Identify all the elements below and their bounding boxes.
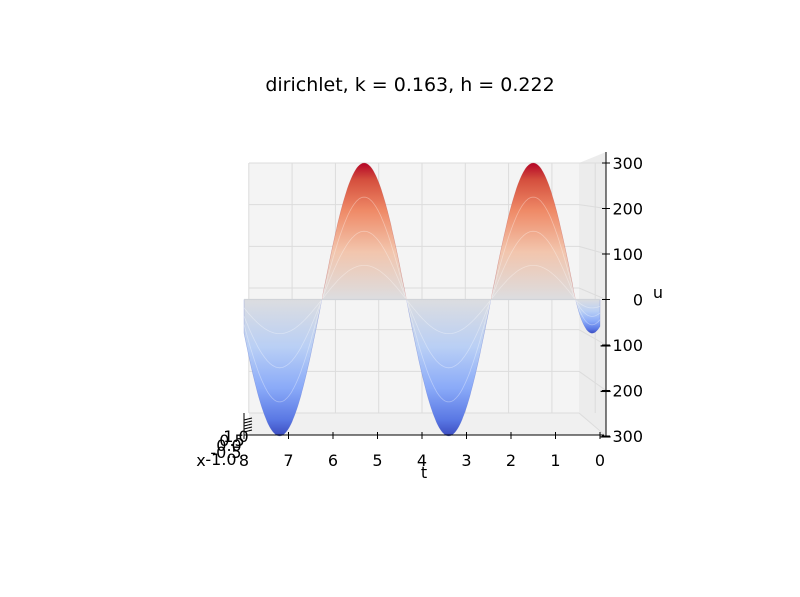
- t-tick-label: 2: [506, 451, 516, 470]
- t-tick-label: 7: [283, 451, 293, 470]
- surface-contour: [406, 301, 491, 403]
- surface-lobe-negative: [575, 299, 601, 334]
- z-tick-label: 0: [633, 291, 643, 310]
- t-tick-label: 6: [328, 451, 338, 470]
- x-tick-mark: [243, 423, 253, 427]
- surface-plot: [243, 162, 601, 437]
- surface-contour: [491, 196, 576, 299]
- surface-contour: [575, 300, 601, 326]
- z-tick-label: 200: [612, 200, 643, 219]
- t-axis-label: t: [421, 463, 427, 482]
- surface-contour: [406, 299, 491, 334]
- grid-line-z-side: [578, 245, 607, 255]
- t-tick-label: 8: [239, 451, 249, 470]
- x-tick-mark: [243, 417, 253, 421]
- surface-contour: [406, 300, 491, 369]
- surface-contour: [321, 230, 407, 299]
- surface-contour: [575, 300, 601, 317]
- t-tick-label: 4: [417, 451, 427, 470]
- surface-lobe-negative: [406, 299, 491, 437]
- x-tick-mark: [243, 426, 253, 430]
- grid-line-z-side: [578, 412, 607, 437]
- axes: 8 7 6 5 4 3 2 1 0 300 200 100 0 −100 −200 −300 -1.0-0.50…: [205, 152, 643, 470]
- x-axis-label: x: [196, 451, 205, 470]
- x-tick-mark: [243, 420, 253, 424]
- z-tick-label: −300: [599, 427, 643, 446]
- t-tick-label: 0: [595, 451, 605, 470]
- z-tick-label: −100: [599, 336, 643, 355]
- surface-lobe-positive: [491, 162, 576, 300]
- t-tick-label: 5: [372, 451, 382, 470]
- surface-contour: [243, 299, 322, 334]
- z-tick-label: 100: [612, 245, 643, 264]
- z-tick-label: −200: [599, 382, 643, 401]
- grid-line-z-side: [578, 287, 607, 300]
- surface-contour: [491, 230, 576, 299]
- x-tick-mark: [243, 429, 253, 433]
- x-tick-label: 0.0: [216, 436, 241, 455]
- surface-contour: [243, 301, 322, 403]
- surface-lobe-positive: [322, 162, 407, 300]
- surface-contour: [321, 265, 407, 300]
- z-tick-label: 300: [612, 154, 643, 173]
- x-tick-label: -0.5: [210, 443, 241, 462]
- t-tick-label: 3: [461, 451, 471, 470]
- t-tick-label: 1: [550, 451, 560, 470]
- surface-contour: [243, 300, 322, 369]
- surface-contour: [575, 299, 601, 309]
- grid-line-z-side: [578, 204, 607, 209]
- grid-line-z-side: [578, 329, 607, 346]
- chart-title: dirichlet, k = 0.163, h = 0.222: [265, 74, 554, 96]
- surface-contour: [491, 265, 576, 300]
- surface-contour: [321, 196, 407, 298]
- grid-line-z-side: [578, 370, 607, 391]
- z-axis-label: u: [653, 283, 663, 302]
- x-tick-label: 0.5: [219, 431, 244, 450]
- x-tick-label: -1.0: [205, 450, 236, 469]
- x-tick-label: 1.0: [223, 427, 248, 446]
